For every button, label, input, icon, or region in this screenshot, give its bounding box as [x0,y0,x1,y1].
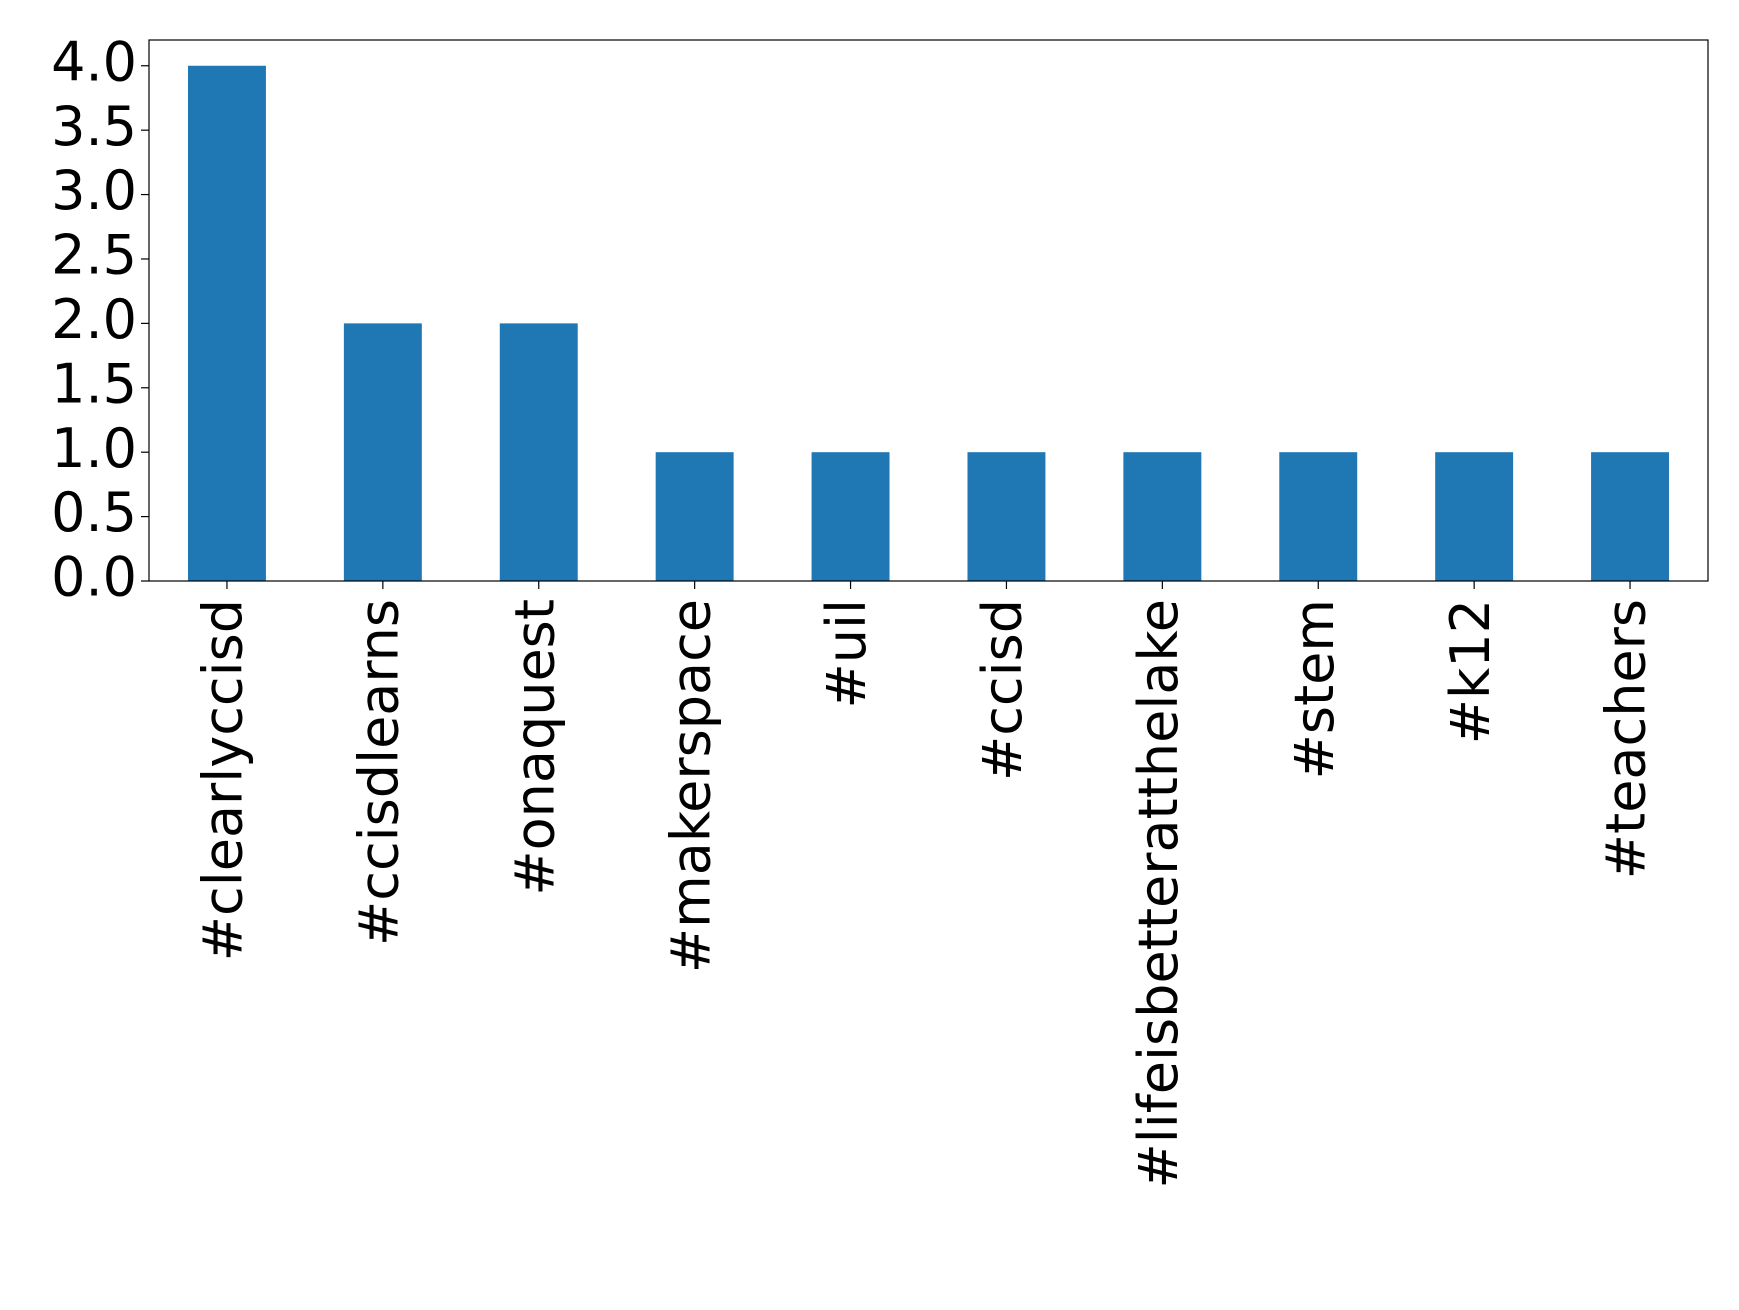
y-tick-label: 3.5 [51,95,137,158]
bar [1591,452,1670,581]
y-tick-label: 0.0 [51,546,137,609]
x-tick-label: #lifeisbetteratthelake [1127,599,1190,1188]
x-tick-label: #clearlyccisd [192,599,255,961]
bar [811,452,890,581]
y-tick-label: 4.0 [51,30,137,93]
y-tick-label: 1.5 [51,352,137,415]
bar [655,452,734,581]
y-tick-label: 0.5 [51,481,137,544]
bar [967,452,1046,581]
x-tick-label: #teachers [1595,599,1658,879]
x-tick-label: #stem [1283,599,1346,779]
plot-frame [148,39,1709,582]
y-tick-label: 3.0 [51,159,137,222]
x-tick-label: #ccisd [971,599,1034,781]
bar [1123,452,1202,581]
x-tick-label: #uil [815,599,878,708]
y-tick-label: 1.0 [51,417,137,480]
y-tick-label: 2.5 [51,224,137,287]
bar [1279,452,1358,581]
bar [1435,452,1514,581]
x-tick-label: #k12 [1439,599,1502,744]
y-tick-label: 2.0 [51,288,137,351]
bar [187,65,266,581]
bar [499,323,578,581]
x-tick-label: #onaquest [503,599,566,896]
x-tick-label: #ccisdlearns [347,599,410,946]
x-tick-label: #makerspace [659,599,722,973]
bar [343,323,422,581]
